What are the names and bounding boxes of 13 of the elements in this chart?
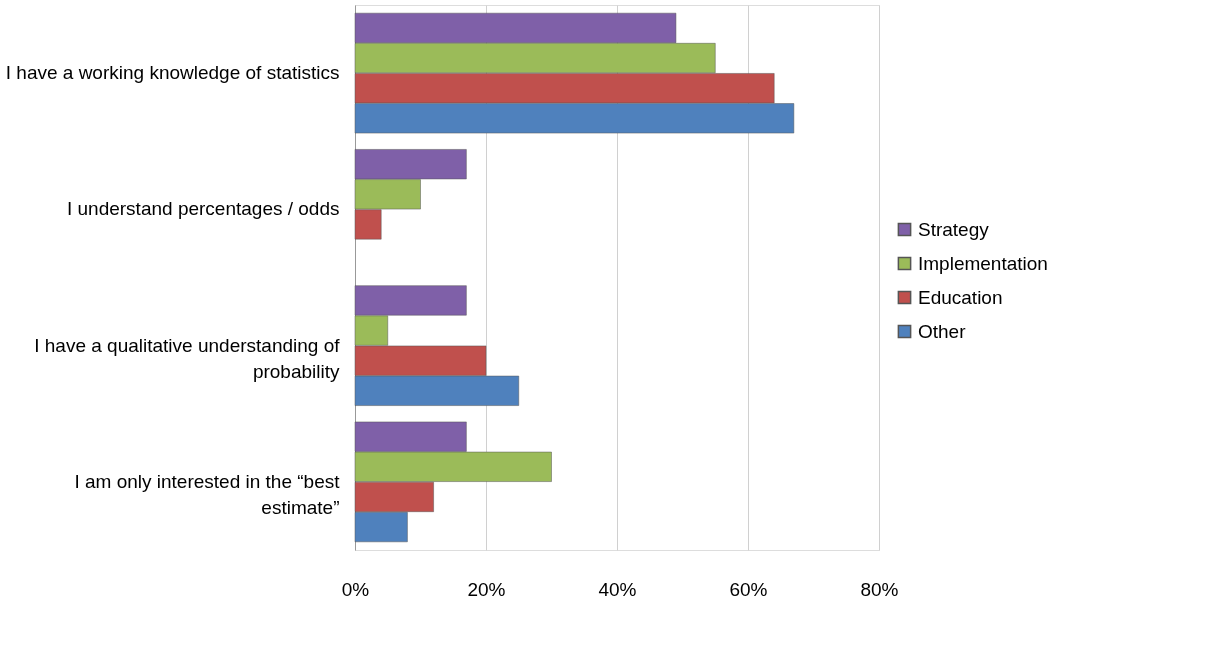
legend-label: Implementation xyxy=(918,252,1048,274)
x-tick-label: 0% xyxy=(341,578,370,600)
y-tick-label: I have a qualitative understanding of probability xyxy=(34,334,341,382)
y-tick-label: I understand percentages / odds xyxy=(66,198,340,220)
x-tick-label: 80% xyxy=(860,578,899,600)
legend-label: Education xyxy=(918,286,1003,308)
y-tick-label: I am only interested in the “best estimate” xyxy=(74,470,341,518)
x-tick-label: 60% xyxy=(729,578,768,600)
y-tick-label: I have a working knowledge of statistics xyxy=(5,62,340,84)
legend-label: Other xyxy=(918,320,967,342)
x-tick-label: 40% xyxy=(598,578,637,600)
x-tick-label: 20% xyxy=(467,578,506,600)
legend-label: Strategy xyxy=(918,218,990,240)
